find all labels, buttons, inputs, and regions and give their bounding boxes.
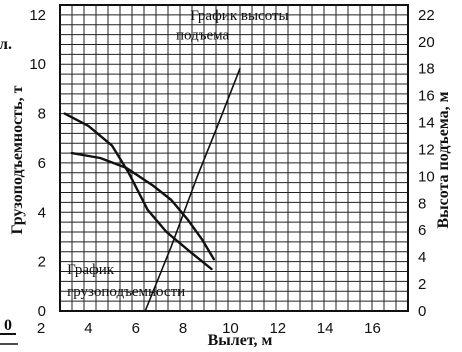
edge-fragment-bottom-left: 0 (4, 317, 12, 334)
y-tick-label-left: 0 (38, 303, 46, 320)
y-tick-label-right: 14 (418, 115, 435, 132)
x-tick-label: 12 (269, 320, 286, 337)
y-tick-label-right: 6 (418, 222, 426, 239)
annotation-label: График высоты (190, 8, 288, 24)
y-tick-label-right: 12 (418, 141, 435, 158)
x-tick-label: 2 (37, 320, 45, 337)
x-tick-label: 4 (84, 320, 92, 337)
x-tick-label: 6 (132, 320, 140, 337)
y-tick-label-right: 4 (418, 249, 426, 266)
edge-fragment-top-left: л. (0, 36, 12, 53)
series-line-2 (70, 151, 216, 261)
plot-frame (59, 4, 409, 312)
annotation-label: грузоподъемности (67, 284, 185, 300)
x-axis-title: Вылет, м (208, 332, 273, 349)
y-tick-label-right: 0 (418, 303, 426, 320)
annotation-label: подъема (176, 28, 230, 44)
x-tick-label: 16 (364, 320, 381, 337)
y-tick-label-left: 6 (38, 155, 46, 172)
x-tick-label: 8 (179, 320, 187, 337)
y-tick-label-left: 8 (38, 106, 46, 123)
y-tick-label-left: 12 (29, 7, 46, 24)
y-tick-label-right: 10 (418, 168, 435, 185)
y-tick-label-left: 2 (38, 254, 46, 271)
y-tick-label-right: 16 (418, 88, 435, 105)
y-tick-label-right: 8 (418, 195, 426, 212)
y-tick-label-left: 4 (38, 204, 46, 221)
x-tick-label: 10 (222, 320, 239, 337)
annotations: График высоты подъема График грузоподъемнос… (67, 8, 289, 300)
y-tick-label-right: 20 (418, 34, 435, 51)
series-group (63, 67, 241, 312)
y-tick-label-left: 10 (29, 56, 46, 73)
y-tick-label-right: 2 (418, 276, 426, 293)
series-line-3 (144, 67, 241, 312)
series-line-1 (63, 112, 213, 271)
y-tick-label-right: 18 (418, 61, 435, 78)
plot-border (59, 4, 409, 312)
x-tick-label: 14 (317, 320, 334, 337)
annotation-label: График (67, 262, 115, 278)
y-axis-title-right: Высота подъема, м (435, 91, 452, 228)
grid (59, 4, 409, 312)
y-axis-title-left: Грузоподъемность, т (9, 85, 26, 234)
y-tick-label-right: 22 (418, 7, 435, 24)
